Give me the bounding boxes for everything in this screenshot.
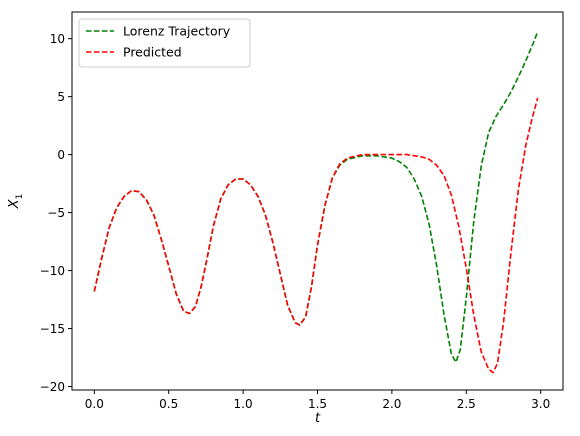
x-tick-label: 0.0 xyxy=(85,397,104,411)
legend-box xyxy=(78,18,251,68)
y-tick-label: −10 xyxy=(40,264,65,278)
x-axis-label: t xyxy=(315,411,321,426)
series-line-lorenz-trajectory xyxy=(93,31,539,363)
x-tick-label: 1.0 xyxy=(234,397,253,411)
x-tick-label: 0.5 xyxy=(159,397,178,411)
y-tick-label: −15 xyxy=(40,322,65,336)
legend-label-predicted: Predicted xyxy=(123,45,182,60)
y-axis-label-subscript: 1 xyxy=(15,194,25,200)
y-tick-label: 10 xyxy=(50,32,65,46)
series-line-predicted xyxy=(93,97,539,374)
y-tick-label: −20 xyxy=(40,380,65,394)
y-axis-label-main: X xyxy=(7,198,22,209)
y-tick-label: −5 xyxy=(47,206,65,220)
legend-label-lorenz-trajectory: Lorenz Trajectory xyxy=(123,24,231,39)
x-tick-label: 2.5 xyxy=(457,397,476,411)
series-layer xyxy=(93,31,539,374)
x-tick-label: 1.5 xyxy=(308,397,327,411)
x-tick-label: 3.0 xyxy=(531,397,550,411)
y-tick-label: 5 xyxy=(57,90,65,104)
y-axis-label: X1 xyxy=(7,194,25,210)
legend: Lorenz Trajectory Predicted xyxy=(78,18,251,68)
x-tick-label: 2.0 xyxy=(382,397,401,411)
axis-layer: 0.0 0.5 1.0 1.5 2.0 2.5 3.0 10 5 0 −5 −10 −15 −20 xyxy=(40,32,551,411)
y-tick-label: 0 xyxy=(57,148,65,162)
